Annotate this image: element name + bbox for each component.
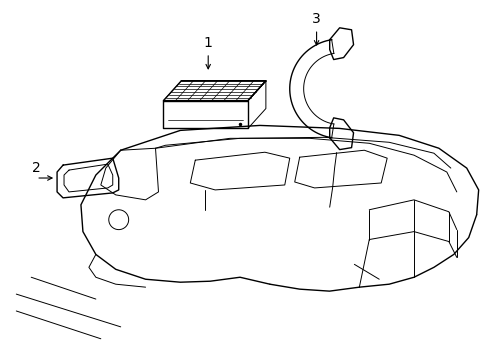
Text: 2: 2 [32, 161, 41, 175]
Text: 1: 1 [203, 36, 212, 50]
Text: 3: 3 [311, 12, 320, 26]
